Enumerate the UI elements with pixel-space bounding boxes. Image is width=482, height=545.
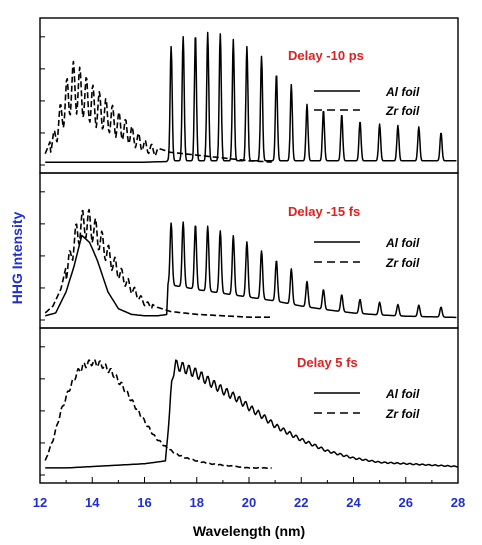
panel-bottom-plot: [40, 346, 458, 476]
legend-al-label-top: Al foil: [385, 85, 420, 99]
panel-bottom-frame: [39, 327, 459, 484]
series-zr-foil: [44, 358, 272, 469]
delay-label-bottom: Delay 5 fs: [297, 355, 358, 370]
x-tick-label: 14: [85, 495, 100, 510]
x-axis-label: Wavelength (nm): [193, 523, 305, 539]
delay-label-middle: Delay -15 fs: [288, 204, 360, 219]
x-tick-label: 12: [33, 495, 47, 510]
delay-label-top: Delay -10 ps: [288, 48, 364, 63]
x-tick-label: 26: [399, 495, 413, 510]
panel-middle-plot: [40, 191, 457, 321]
series-al-foil: [44, 221, 457, 319]
series-al-foil: [45, 359, 458, 469]
x-tick-label: 16: [137, 495, 151, 510]
x-tick-label: 28: [451, 495, 465, 510]
panel-middle-frame: [39, 172, 459, 329]
x-tick-label: 20: [242, 495, 256, 510]
legend-zr-label-bottom: Zr foil: [385, 407, 420, 421]
x-axis: 12 14 16 18 20 22 24 26 28: [33, 477, 465, 510]
series-zr-foil: [44, 60, 272, 163]
panel-bottom: Delay 5 fs Al foil Zr foil: [39, 327, 459, 484]
series-al-foil: [45, 31, 457, 163]
legend-al-label-bottom: Al foil: [385, 387, 420, 401]
panel-middle: Delay -15 fs Al foil Zr foil: [39, 172, 459, 329]
series-zr-foil: [44, 208, 272, 318]
legend-al-label-middle: Al foil: [385, 236, 420, 250]
legend-zr-label-middle: Zr foil: [385, 256, 420, 270]
x-tick-label: 18: [190, 495, 204, 510]
y-axis-label: HHG Intensity: [9, 212, 25, 305]
panel-top: Delay -10 ps Al foil Zr foil: [39, 17, 459, 174]
legend-zr-label-top: Zr foil: [385, 104, 420, 118]
panel-top-plot: [40, 31, 457, 166]
x-tick-label: 22: [294, 495, 308, 510]
x-tick-label: 24: [346, 495, 361, 510]
